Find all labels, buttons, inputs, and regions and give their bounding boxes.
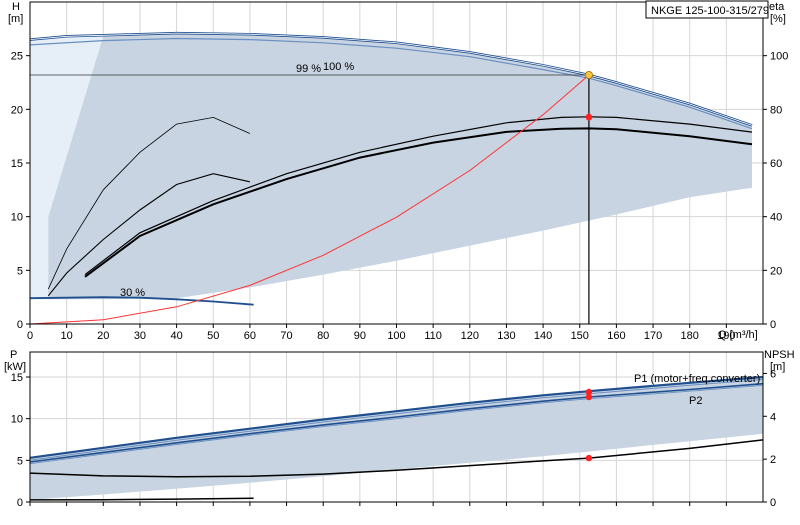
- npsh-axis-tick-label: 2: [770, 454, 776, 466]
- npsh-axis-tick-label: 4: [770, 411, 776, 423]
- npsh-curve: [29, 439, 764, 478]
- x-tick-label: 100: [387, 330, 405, 342]
- x-tick-label: 110: [424, 330, 442, 342]
- x-tick-label: 0: [27, 330, 33, 342]
- head-curve-100-highlight: [29, 32, 753, 126]
- duty-marker-npsh: [585, 454, 593, 462]
- y-axis-right-name-top: eta: [769, 1, 785, 13]
- x-tick-label: 170: [644, 330, 662, 342]
- y-right-tick-label: 0: [770, 319, 776, 331]
- eta-curve-100-lower: [84, 127, 753, 278]
- x-tick-label: 130: [497, 330, 515, 342]
- x-tick-label: 160: [607, 330, 625, 342]
- x-tick-label: 190: [717, 330, 735, 342]
- x-tick-label: 40: [170, 330, 182, 342]
- p-axis-tick-label: 0: [17, 497, 23, 509]
- operating-range: [48, 33, 753, 300]
- chart-labels: NKGE 125-100-315/279 H [m] eta [%] Q [m³…: [4, 0, 795, 407]
- duty-marker-head: [584, 70, 593, 79]
- duty-marker-eta: [585, 114, 593, 121]
- x-tick-label: 20: [97, 330, 109, 342]
- annotation-p2: P2: [689, 395, 702, 407]
- x-tick-label: 150: [571, 330, 589, 342]
- x-tick-label: 70: [280, 330, 292, 342]
- chart-title: NKGE 125-100-315/279: [651, 5, 769, 17]
- annotation-p1: P1 (motor+freq.converter): [634, 373, 760, 385]
- p-axis-tick-label: 10: [11, 414, 23, 426]
- y-left-tick-label: 15: [11, 158, 23, 170]
- y-left-tick-label: 5: [17, 265, 23, 277]
- x-tick-label: 180: [681, 330, 699, 342]
- p2-curve-lower: [29, 384, 764, 465]
- x-tick-label: 90: [354, 330, 366, 342]
- y-axis-left-name-top: H: [12, 1, 20, 13]
- head-curve-30: [29, 296, 254, 306]
- eta-curve-partial-2: [47, 173, 251, 297]
- x-tick-label: 30: [134, 330, 146, 342]
- y-right-tick-label: 60: [770, 158, 782, 170]
- y-left-tick-label: 10: [11, 212, 23, 224]
- title-box: [645, 0, 769, 19]
- eta-curve-100-upper: [84, 116, 753, 276]
- y-right-tick-label: 80: [770, 104, 782, 116]
- annotation-99-percent: 99 %: [296, 63, 321, 75]
- y-axis-left-unit-bottom: [kW]: [4, 361, 26, 373]
- p1-curve-lower: [29, 379, 764, 461]
- y-axis-right-unit-top: [%]: [770, 13, 786, 25]
- npsh-axis-tick-label: 0: [770, 497, 776, 509]
- head-eta-chart: 0 10 20 30 40 50 60 70 80 90 100 110 120 130 140 150 160…: [11, 1, 788, 342]
- y-left-tick-label: 25: [11, 51, 23, 63]
- p2-curve-upper: [29, 382, 764, 463]
- y-axis-left-unit-top: [m]: [8, 13, 23, 25]
- annotation-100-percent: 100 %: [323, 61, 354, 73]
- y-axis-right-unit-bottom: [m]: [770, 361, 785, 373]
- y-left-tick-label: 20: [11, 104, 23, 116]
- p-axis-tick-label: 5: [17, 455, 23, 467]
- x-tick-label: 60: [244, 330, 256, 342]
- x-tick-label: 140: [534, 330, 552, 342]
- y-axis-left-name-bottom: P: [10, 349, 17, 361]
- duty-marker-p2: [585, 393, 593, 401]
- power-curve-30: [29, 497, 254, 501]
- x-tick-label: 10: [61, 330, 73, 342]
- p-axis-tick-label: 15: [11, 372, 23, 384]
- y-left-tick-label: 0: [17, 319, 23, 331]
- x-tick-label: 50: [207, 330, 219, 342]
- head-curve-99: [29, 37, 753, 130]
- annotation-30-percent: 30 %: [120, 287, 145, 299]
- y-right-tick-label: 20: [770, 265, 782, 277]
- power-operating-range: [30, 377, 763, 500]
- npsh-axis-tick-label: 6: [770, 368, 776, 380]
- x-tick-label: 120: [461, 330, 479, 342]
- p1-curve-upper: [29, 375, 764, 459]
- eta-curve-partial-1: [47, 116, 251, 290]
- x-tick-label: 80: [317, 330, 329, 342]
- y-axis-right-name-bottom: NPSH: [764, 349, 795, 361]
- operating-range-light: [30, 36, 104, 300]
- y-right-tick-label: 100: [770, 51, 788, 63]
- y-right-tick-label: 40: [770, 212, 782, 224]
- x-axis-label: Q [m³/h]: [718, 329, 758, 341]
- power-npsh-chart: 0 5 10 15 0 2 4 6: [11, 351, 776, 509]
- system-curve: [29, 74, 590, 325]
- duty-marker-p1: [585, 388, 593, 396]
